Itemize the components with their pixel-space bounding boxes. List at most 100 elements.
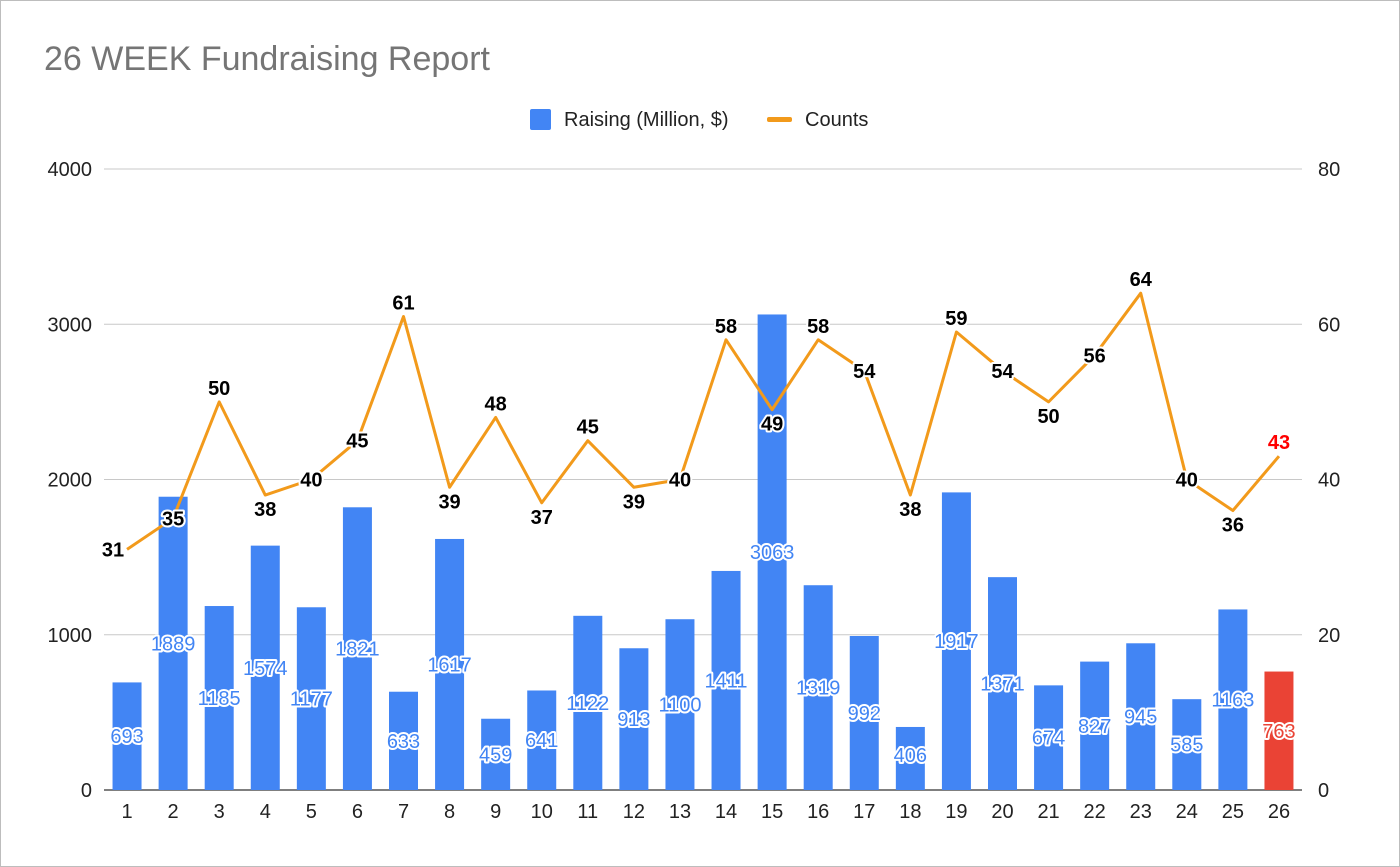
- x-axis-tick-label: 4: [260, 801, 271, 823]
- chart-title: 26 WEEK Fundraising Report: [44, 40, 490, 78]
- line-data-label: 43: [1268, 432, 1290, 454]
- bar-data-label: 459: [479, 744, 512, 766]
- line-data-label: 40: [1176, 470, 1198, 492]
- line-data-label: 45: [346, 431, 368, 453]
- left-axis-tick-label: 4000: [48, 159, 93, 181]
- bar-data-label: 913: [617, 709, 650, 731]
- line-data-label: 56: [1084, 345, 1106, 367]
- x-axis-tick-label: 3: [214, 801, 225, 823]
- line-data-label: 39: [623, 491, 645, 513]
- right-axis-tick-label: 0: [1318, 780, 1329, 802]
- bar: [112, 682, 142, 790]
- bar: [1080, 661, 1110, 790]
- x-axis-tick-label: 13: [669, 801, 691, 823]
- line-data-label: 64: [1130, 269, 1153, 291]
- right-axis-tick-label: 80: [1318, 159, 1340, 181]
- bar-data-label: 763: [1262, 721, 1295, 743]
- bar-data-label: 1821: [335, 639, 380, 661]
- bar-data-label: 3063: [750, 542, 795, 564]
- line-data-label: 54: [853, 361, 876, 383]
- x-axis-tick-label: 5: [306, 801, 317, 823]
- x-axis-tick-label: 21: [1037, 801, 1059, 823]
- x-axis-tick-label: 9: [490, 801, 501, 823]
- x-axis-tick-label: 19: [945, 801, 967, 823]
- bar: [573, 615, 603, 790]
- x-axis-tick-label: 14: [715, 801, 737, 823]
- bar: [711, 570, 741, 790]
- x-axis-tick-label: 6: [352, 801, 363, 823]
- counts-line: [126, 291, 1281, 551]
- bar: [481, 718, 511, 790]
- bar-data-label: 1185: [198, 688, 241, 710]
- x-axis-tick-label: 10: [531, 801, 553, 823]
- bar: [250, 545, 280, 790]
- right-axis: 0 20 40 60 80: [1318, 159, 1340, 802]
- line-data-label: 35: [162, 508, 184, 530]
- bar: [849, 635, 879, 790]
- bar-data-label: 1100: [658, 695, 701, 717]
- bar: [665, 619, 695, 790]
- x-axis-tick-label: 22: [1084, 801, 1106, 823]
- bar-data-label: 1319: [796, 678, 841, 700]
- x-axis-tick-label: 24: [1176, 801, 1198, 823]
- bar-data-label: 585: [1170, 735, 1203, 757]
- right-axis-tick-label: 40: [1318, 470, 1340, 492]
- bar: [342, 507, 372, 790]
- line-data-label: 48: [485, 393, 507, 415]
- x-axis-tick-label: 2: [168, 801, 179, 823]
- line-data-label: 37: [531, 507, 553, 529]
- x-axis-tick-label: 20: [991, 801, 1013, 823]
- left-axis-tick-label: 1000: [48, 625, 93, 647]
- bar-data-label: 1617: [427, 654, 472, 676]
- x-axis-tick-label: 18: [899, 801, 921, 823]
- bar-data-label: 633: [387, 731, 420, 753]
- bar-data-label: 1917: [934, 631, 979, 653]
- right-axis-tick-label: 20: [1318, 625, 1340, 647]
- line-data-label: 40: [669, 470, 691, 492]
- line-data-label: 50: [208, 378, 230, 400]
- x-axis-tick-label: 25: [1222, 801, 1244, 823]
- bar-data-label: 406: [894, 745, 927, 767]
- x-axis-tick-label: 17: [853, 801, 875, 823]
- bar-data-label: 992: [848, 703, 881, 725]
- line-series: 31 35 50 38 40 45 61 39 48 37 45 39 40 58 49 58 54 38 59 54…: [100, 267, 1292, 563]
- bar: [988, 577, 1017, 790]
- line-data-label: 58: [715, 316, 737, 338]
- line-data-label: 38: [254, 499, 276, 521]
- bar-data-label: 1122: [566, 693, 609, 715]
- legend-swatch-counts: [767, 117, 792, 122]
- line-data-label: 31: [102, 539, 124, 561]
- gridlines: [104, 168, 1302, 791]
- line-data-label: 49: [761, 414, 783, 436]
- bar: [1218, 609, 1248, 790]
- bar-data-label: 1371: [980, 674, 1025, 696]
- bar: [389, 691, 418, 790]
- legend-swatch-raising: [530, 109, 551, 130]
- right-axis-tick-label: 60: [1318, 314, 1340, 336]
- line-data-label: 61: [392, 292, 414, 314]
- left-axis-tick-label: 3000: [48, 314, 93, 336]
- x-axis: 1 2 3 4 5 6 7 8 9 10 11 12 13 14 15 16 17 18 19 20 21 22 23 24 2…: [121, 801, 1290, 823]
- bar-data-label: 1411: [705, 670, 748, 692]
- legend-label-counts: Counts: [805, 109, 868, 131]
- bar: [527, 690, 557, 790]
- bar: [296, 607, 326, 790]
- bar-data-label: 827: [1078, 716, 1111, 738]
- x-axis-tick-label: 11: [577, 801, 598, 823]
- line-data-label: 39: [438, 491, 460, 513]
- bar: [941, 492, 971, 790]
- x-axis-tick-label: 7: [398, 801, 409, 823]
- line-data-label: 38: [899, 499, 921, 521]
- bar: [619, 648, 649, 790]
- left-axis-tick-label: 0: [81, 780, 92, 802]
- line-data-label: 50: [1037, 406, 1059, 428]
- legend-label-raising: Raising (Million, $): [564, 109, 729, 131]
- bar-data-label: 1574: [243, 658, 288, 680]
- left-axis: 0 1000 2000 3000 4000: [48, 159, 93, 802]
- bar-data-label: 693: [110, 726, 143, 748]
- bar-data-label: 945: [1124, 707, 1157, 729]
- bar-data-label: 674: [1032, 728, 1065, 750]
- bar: [158, 496, 188, 790]
